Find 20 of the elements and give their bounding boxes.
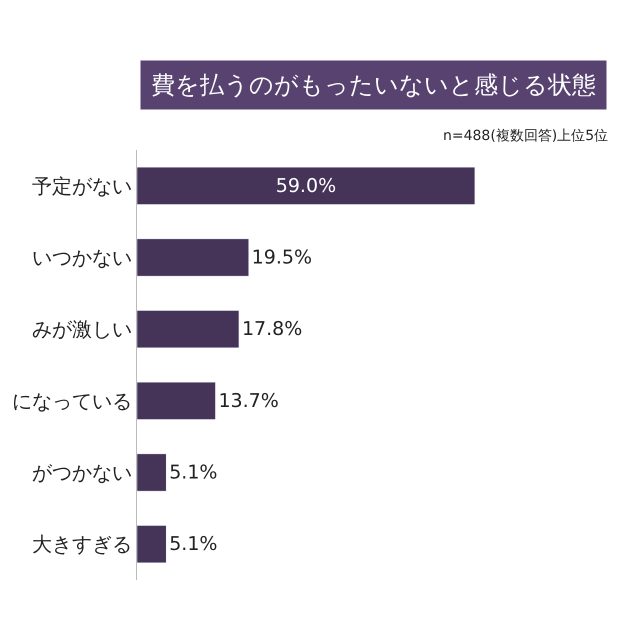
- data-label: 5.1%: [169, 462, 218, 484]
- y-tick-label: みが激しい: [32, 317, 132, 342]
- y-tick-label: いつかない: [32, 246, 132, 270]
- y-tick-label: 予定がない: [32, 174, 132, 198]
- bar: [137, 382, 216, 420]
- text: n=488(複数回答)上位5位: [443, 128, 608, 144]
- bar: [137, 238, 249, 276]
- y-tick-label: 大きすぎる: [32, 532, 132, 556]
- data-label: 13.7%: [218, 390, 279, 412]
- y-tick-label: になっている: [12, 388, 132, 413]
- chart-title: 費を払うのがもったいないと感じる状態: [151, 71, 596, 99]
- data-label: 59.0%: [276, 174, 336, 197]
- data-label: 19.5%: [252, 246, 312, 268]
- bar: [137, 166, 476, 205]
- data-label: 17.8%: [242, 318, 302, 340]
- bar: [137, 525, 166, 564]
- bar: [137, 454, 166, 492]
- y-tick-label: がつかない: [32, 460, 132, 484]
- bar: [137, 310, 240, 348]
- data-label: 5.1%: [169, 533, 218, 556]
